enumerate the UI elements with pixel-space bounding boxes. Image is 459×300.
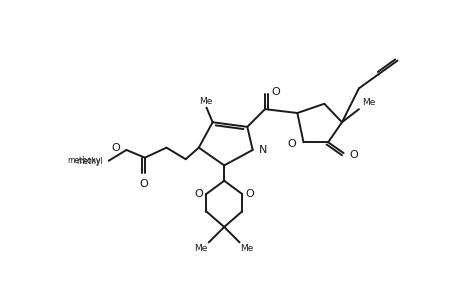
Text: Me: Me xyxy=(240,244,253,253)
Text: Me: Me xyxy=(361,98,375,107)
Text: O: O xyxy=(111,143,120,153)
Text: O: O xyxy=(286,139,295,149)
Text: methoxy: methoxy xyxy=(67,156,101,165)
Text: methyl: methyl xyxy=(76,157,102,166)
Text: O: O xyxy=(245,189,253,199)
Text: Me: Me xyxy=(199,97,212,106)
Text: O: O xyxy=(349,150,358,160)
Text: Me: Me xyxy=(194,244,207,253)
Text: N: N xyxy=(258,145,267,155)
Text: O: O xyxy=(271,87,280,97)
Text: O: O xyxy=(140,179,148,189)
Text: O: O xyxy=(194,189,203,199)
